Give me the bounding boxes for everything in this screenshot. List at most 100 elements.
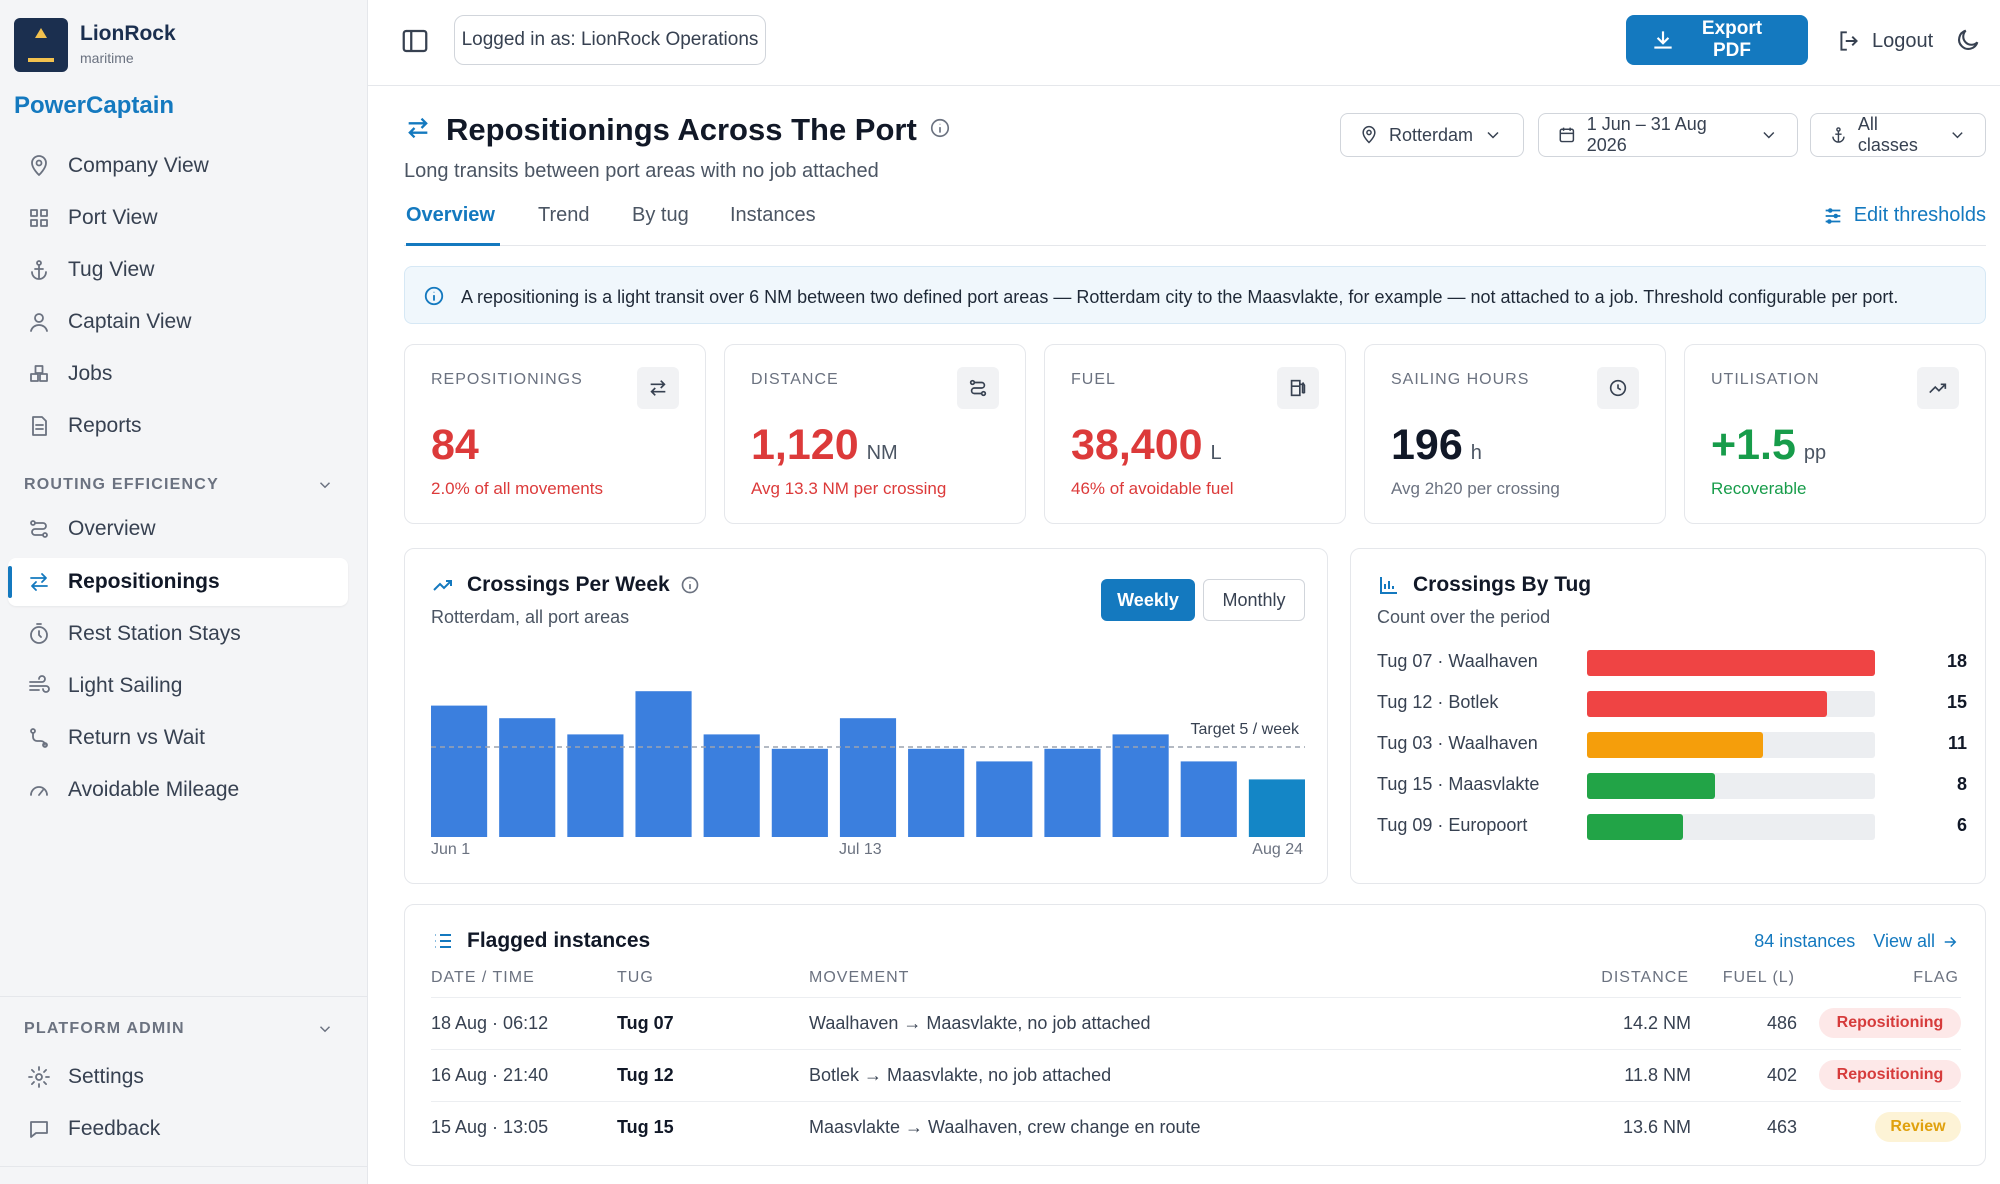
tug-bar-track <box>1587 814 1875 840</box>
column-header[interactable]: DATE / TIME <box>431 969 535 986</box>
tug-bar-row[interactable]: Tug 15 · Maasvlakte 8 <box>1377 770 1967 800</box>
tug-bar-track <box>1587 691 1875 717</box>
sidebar-item-port-view[interactable]: Port View <box>8 194 348 242</box>
column-header[interactable]: FLAG <box>1913 969 1959 986</box>
info-icon <box>424 286 444 306</box>
info-icon[interactable] <box>680 575 700 595</box>
class-filter[interactable]: All classes <box>1810 113 1986 157</box>
weekly-bar[interactable] <box>1180 761 1237 837</box>
chevron-down-icon <box>319 482 331 489</box>
tab-instances[interactable]: Instances <box>730 204 816 226</box>
weekly-bar[interactable] <box>567 734 624 837</box>
export-pdf-button[interactable]: Export PDF <box>1626 15 1808 65</box>
sidebar-item-light-sailing[interactable]: Light Sailing <box>8 662 348 710</box>
sidebar-item-avoidable-mileage[interactable]: Avoidable Mileage <box>8 766 348 814</box>
sidebar-item-overview[interactable]: Overview <box>8 505 348 553</box>
clock-icon <box>1597 367 1639 409</box>
tug-bar-row[interactable]: Tug 03 · Waalhaven 11 <box>1377 729 1967 759</box>
instances-count-link[interactable]: 84 instances <box>1754 931 1856 951</box>
sidebar-item-tug-view[interactable]: Tug View <box>8 246 348 294</box>
tug-bar-track <box>1587 732 1875 758</box>
port-filter[interactable]: Rotterdam <box>1340 113 1524 157</box>
logout-button[interactable]: Logout <box>1836 22 1933 60</box>
column-header[interactable]: MOVEMENT <box>809 969 910 986</box>
info-icon[interactable] <box>917 117 951 144</box>
date-range-filter[interactable]: 1 Jun – 31 Aug 2026 <box>1538 113 1798 157</box>
weekly-bar[interactable] <box>839 718 897 837</box>
tug-bar-row[interactable]: Tug 07 · Waalhaven 18 <box>1377 647 1967 677</box>
weekly-bar[interactable] <box>499 718 556 837</box>
sidebar-item-label: Repositionings <box>68 570 220 593</box>
view-all-label: View all <box>1873 931 1935 951</box>
tab-trend[interactable]: Trend <box>538 204 590 226</box>
edit-thresholds-button[interactable]: Edit thresholds <box>1822 204 1986 227</box>
panel-title-text: Crossings Per Week <box>467 573 670 596</box>
cell-date: 18 Aug · 06:12 <box>431 1013 549 1033</box>
calendar-icon <box>1559 127 1575 143</box>
sidebar-item-reports[interactable]: Reports <box>8 402 348 450</box>
weekly-bar[interactable] <box>908 748 965 837</box>
tug-bar-value: 15 <box>1946 692 1967 712</box>
sidebar-item-settings[interactable]: Settings <box>8 1053 348 1101</box>
monthly-toggle-button[interactable]: Monthly <box>1203 579 1305 621</box>
sidebar-item-return-vs-wait[interactable]: Return vs Wait <box>8 714 348 762</box>
x-tick-label: Jun 1 <box>431 841 471 858</box>
section-routing-efficiency[interactable]: ROUTING EFFICIENCY <box>24 476 334 494</box>
table-row[interactable]: 16 Aug · 21:40 Tug 12 Botlek → Maasvlakte,… <box>431 1049 1961 1101</box>
sidebar-item-jobs[interactable]: Jobs <box>8 350 348 398</box>
sidebar-item-label: Jobs <box>68 362 113 385</box>
page-subtitle: Long transits between port areas with no… <box>404 160 879 182</box>
sidebar-item-captain-view[interactable]: Captain View <box>8 298 348 346</box>
cell-date: 16 Aug · 21:40 <box>431 1065 549 1085</box>
trend-up-icon <box>1917 367 1959 409</box>
section-platform-admin[interactable]: PLATFORM ADMIN <box>24 1020 334 1038</box>
tab-overview[interactable]: Overview <box>406 204 500 246</box>
table-row[interactable]: 18 Aug · 06:12 Tug 07 Waalhaven → Maasvlak… <box>431 997 1961 1049</box>
boxes-icon <box>26 361 52 387</box>
weekly-bar[interactable] <box>1248 779 1305 837</box>
column-header[interactable]: TUG <box>617 969 654 986</box>
weekly-bar[interactable] <box>703 734 760 837</box>
sidebar-item-feedback[interactable]: Feedback <box>8 1105 348 1153</box>
kpi-label: DISTANCE <box>751 371 839 388</box>
sidebar-toggle-icon[interactable] <box>400 26 430 56</box>
column-header[interactable]: DISTANCE <box>1601 969 1689 986</box>
route-icon <box>26 516 52 542</box>
message-icon <box>26 1116 52 1142</box>
weekly-bar[interactable] <box>1044 748 1101 837</box>
dark-mode-toggle-icon[interactable] <box>1954 26 1982 54</box>
cell-movement: Botlek → Maasvlakte, no job attached <box>809 1065 1112 1085</box>
sidebar-item-rest-station-stays[interactable]: Rest Station Stays <box>8 610 348 658</box>
cell-tug: Tug 15 <box>617 1117 674 1137</box>
kpi-number: 196 <box>1391 421 1463 469</box>
weekly-toggle-button[interactable]: Weekly <box>1101 579 1195 621</box>
crossings-per-week-panel: Crossings Per Week Rotterdam, all port a… <box>404 548 1328 884</box>
tug-bar-label: Tug 15 · Maasvlakte <box>1377 774 1540 794</box>
swap-arrows-icon <box>637 367 679 409</box>
sidebar-item-repositionings[interactable]: Repositionings <box>8 558 348 606</box>
kpi-card-sailing-hours: SAILING HOURS 196 h Avg 2h20 per crossing <box>1364 344 1666 524</box>
kpi-card-distance: DISTANCE 1,120 NM Avg 13.3 NM per crossin… <box>724 344 1026 524</box>
weekly-bar[interactable] <box>431 705 488 837</box>
sidebar-item-label: Port View <box>68 206 158 229</box>
tug-bar-track <box>1587 650 1875 676</box>
weekly-bar[interactable] <box>1112 734 1169 837</box>
tug-bar-track <box>1587 773 1875 799</box>
brand[interactable]: LionRock maritime <box>14 18 354 74</box>
sidebar-item-company-view[interactable]: Company View <box>8 142 348 190</box>
table-row[interactable]: 15 Aug · 13:05 Tug 15 Maasvlakte → Waalhav… <box>431 1101 1961 1153</box>
weekly-bar[interactable] <box>771 748 828 837</box>
kpi-unit: L <box>1210 442 1222 464</box>
tab-by-tug[interactable]: By tug <box>632 204 689 226</box>
tug-bar-row[interactable]: Tug 09 · Europoort 6 <box>1377 811 1967 841</box>
weekly-bar[interactable] <box>635 691 692 837</box>
kpi-label: SAILING HOURS <box>1391 371 1530 388</box>
kpi-value: 38,400 L <box>1071 421 1222 470</box>
view-all-link[interactable]: View all <box>1873 931 1959 952</box>
weekly-bar[interactable] <box>976 761 1033 837</box>
sidebar-item-label: Company View <box>68 154 209 177</box>
tug-bar-row[interactable]: Tug 12 · Botlek 15 <box>1377 688 1967 718</box>
tug-bar-label: Tug 03 · Waalhaven <box>1377 733 1538 753</box>
sidebar-divider <box>0 996 368 997</box>
column-header[interactable]: FUEL (L) <box>1722 969 1795 986</box>
